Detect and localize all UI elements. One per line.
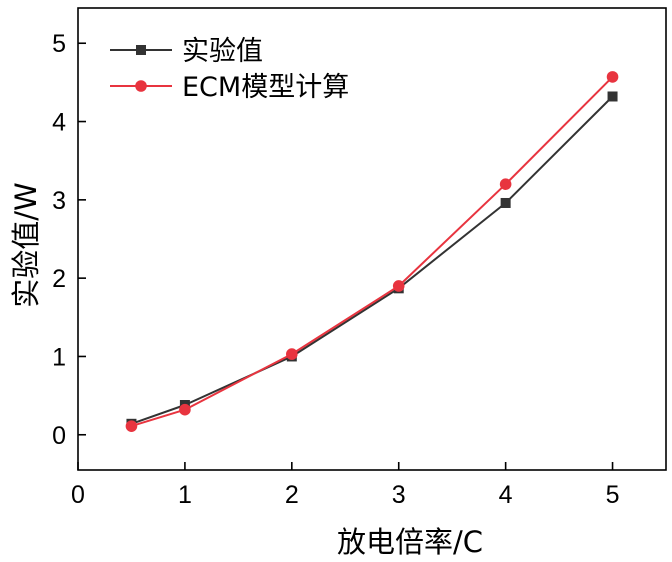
y-tick-label-2: 2 — [52, 265, 66, 293]
legend-swatch-marker-1 — [135, 80, 147, 92]
x-axis-title: 放电倍率/C — [337, 525, 483, 559]
legend-entry-0: 实验值 — [110, 36, 263, 67]
x-tick-label-2: 2 — [285, 481, 299, 509]
y-tick-label-1: 1 — [52, 343, 66, 371]
legend: 实验值 ECM模型计算 — [110, 36, 349, 103]
series-line-0 — [131, 95, 614, 425]
series-1-point-3 — [392, 280, 405, 292]
series-0-point-5 — [607, 91, 618, 102]
plot-frame — [77, 7, 667, 471]
legend-label-0: 实验值 — [182, 36, 263, 67]
series-0-point-4 — [500, 197, 511, 208]
legend-swatch-marker-0 — [136, 45, 146, 55]
y-tick-label-0: 0 — [52, 422, 66, 450]
x-tick-label-4: 4 — [499, 481, 513, 509]
series-1 — [125, 71, 619, 432]
x-tick-label-5: 5 — [606, 481, 620, 509]
series — [125, 71, 619, 432]
x-tick-label-0: 0 — [71, 481, 85, 509]
ticks: 0 1 2 3 4 5 0 1 2 3 4 5 — [52, 30, 619, 509]
y-tick-label-3: 3 — [52, 187, 66, 215]
series-1-point-0 — [125, 420, 138, 432]
x-tick-label-1: 1 — [178, 481, 192, 509]
axes — [77, 7, 667, 471]
y-tick-label-4: 4 — [52, 109, 66, 137]
series-line-1 — [131, 76, 614, 428]
y-tick-label-5: 5 — [52, 30, 66, 58]
series-1-point-2 — [286, 348, 298, 360]
legend-entry-1: ECM模型计算 — [110, 72, 349, 103]
series-1-point-4 — [499, 178, 512, 190]
series-1-point-1 — [179, 403, 191, 416]
series-0 — [126, 91, 618, 429]
x-tick-label-3: 3 — [392, 481, 406, 509]
y-axis-title: 实验值/W — [9, 182, 43, 307]
series-1-point-5 — [606, 71, 619, 83]
legend-label-1: ECM模型计算 — [182, 72, 349, 103]
